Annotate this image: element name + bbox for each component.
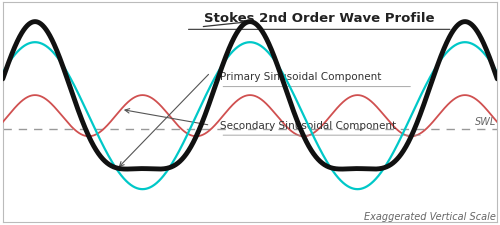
Text: SWL: SWL [475, 117, 496, 126]
Text: Exaggerated Vertical Scale: Exaggerated Vertical Scale [364, 211, 496, 221]
Text: Stokes 2nd Order Wave Profile: Stokes 2nd Order Wave Profile [204, 11, 434, 25]
Text: Primary Sinusoidal Component: Primary Sinusoidal Component [220, 72, 382, 82]
Text: Secondary Sinusoidal Component: Secondary Sinusoidal Component [220, 120, 396, 130]
